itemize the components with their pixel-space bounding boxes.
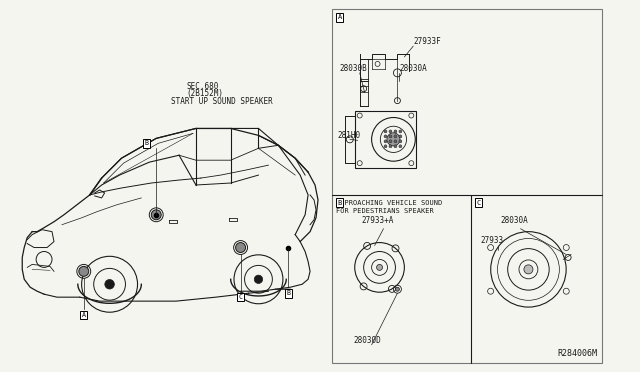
Text: 281H0: 281H0 [338,131,361,140]
Circle shape [389,145,392,148]
Circle shape [399,145,402,148]
Circle shape [376,264,383,270]
Text: SEC.680: SEC.680 [186,82,218,91]
Text: A: A [82,312,86,318]
Circle shape [384,135,387,138]
Circle shape [254,275,262,283]
Circle shape [389,135,392,138]
Circle shape [79,266,89,276]
Text: B: B [144,140,148,146]
Text: FOR PEDESTRIANS SPEAKER: FOR PEDESTRIANS SPEAKER [336,208,434,214]
Circle shape [105,279,115,289]
Text: APPROACHING VEHICLE SOUND: APPROACHING VEHICLE SOUND [336,200,442,206]
Circle shape [394,140,397,143]
Bar [332,9,602,363]
Circle shape [384,145,387,148]
Circle shape [151,210,161,220]
Text: C: C [239,294,243,300]
Circle shape [236,243,246,253]
Text: 27933F: 27933F [413,37,441,46]
Circle shape [384,140,387,143]
Text: 28030B: 28030B [340,64,367,73]
Text: START UP SOUND SPEAKER: START UP SOUND SPEAKER [171,97,273,106]
Text: 28030D: 28030D [354,336,381,345]
Text: C: C [477,200,481,206]
Circle shape [394,130,397,133]
Circle shape [384,130,387,133]
Circle shape [399,130,402,133]
Circle shape [387,133,400,146]
Circle shape [389,130,392,133]
Text: A: A [338,14,342,20]
Circle shape [399,135,402,138]
Text: 27933: 27933 [481,235,504,244]
Circle shape [524,265,533,274]
Text: (2B152M): (2B152M) [186,89,223,98]
Circle shape [394,135,397,138]
Text: 28030A: 28030A [399,64,427,73]
Circle shape [394,145,397,148]
Text: B: B [286,290,290,296]
Circle shape [389,140,392,143]
Text: 27933+A: 27933+A [362,216,394,225]
Circle shape [399,140,402,143]
Text: R284006M: R284006M [557,349,597,358]
Bar [355,110,416,168]
Text: 28030A: 28030A [500,216,529,225]
Text: B: B [338,200,342,206]
Circle shape [396,287,399,291]
